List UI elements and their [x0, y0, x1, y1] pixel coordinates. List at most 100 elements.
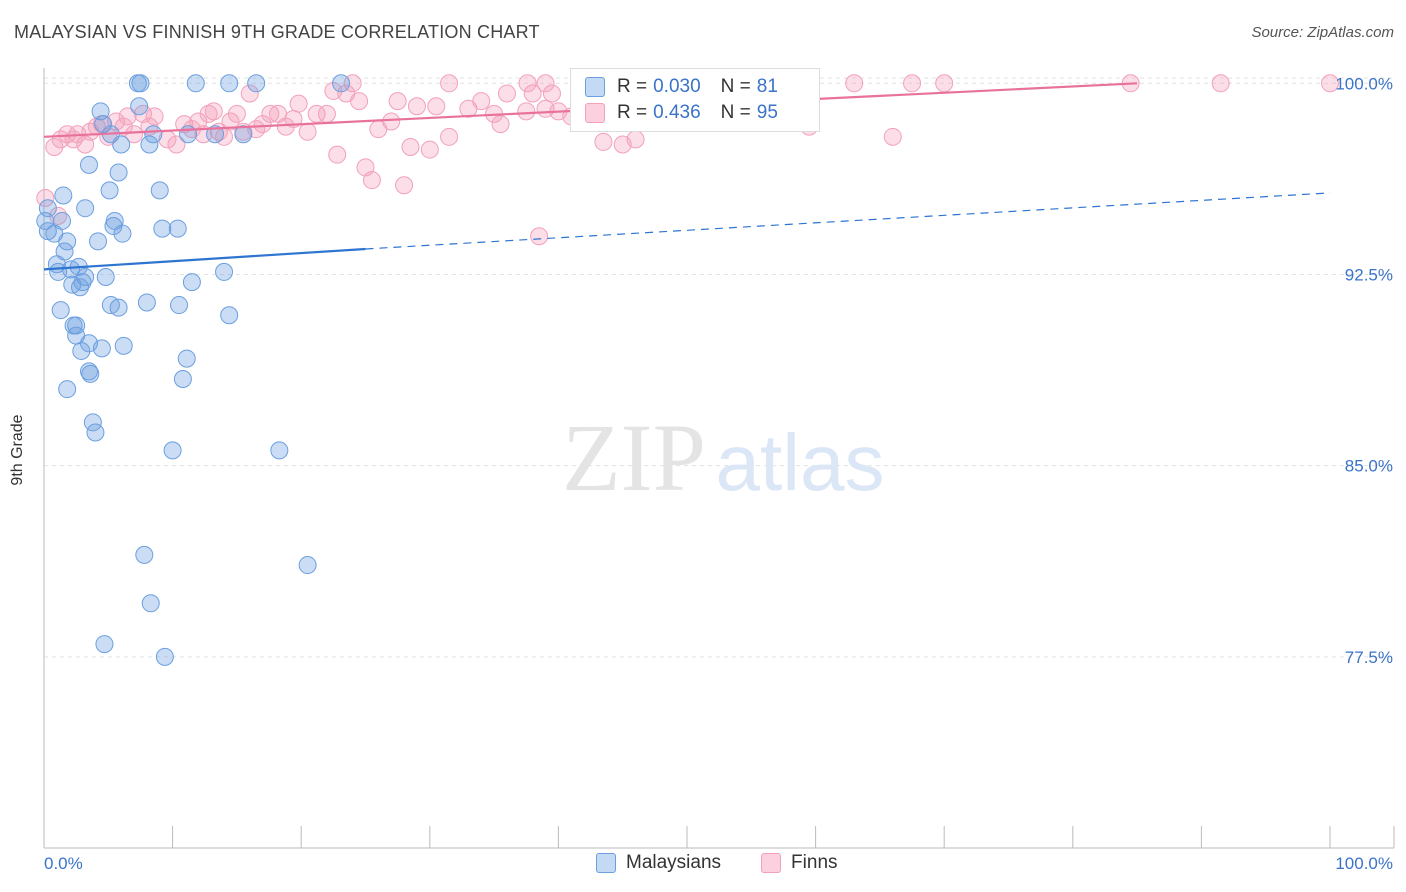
malaysians-point [220, 74, 239, 93]
legend-row-finns: R = 0.436 N = 95 [585, 100, 798, 126]
legend-row-malaysians: R = 0.030 N = 81 [585, 74, 798, 100]
malaysians-point [83, 413, 102, 432]
malaysians-point [168, 219, 187, 238]
malaysians-trend-line [43, 247, 366, 271]
finns-point [407, 97, 426, 116]
malaysians-point [89, 232, 108, 251]
malaysians-point [220, 306, 239, 325]
finns-point [227, 104, 246, 123]
finns-point [350, 92, 369, 111]
finns-point [845, 74, 864, 93]
malaysians-point [140, 135, 159, 154]
finns-point [530, 227, 549, 246]
malaysians-point [163, 441, 182, 460]
malaysians-swatch [596, 853, 616, 873]
malaysians-point [76, 199, 95, 218]
y-tick-label: 100.0% [1335, 74, 1393, 93]
malaysians-point [67, 316, 86, 335]
finns-point [497, 84, 516, 103]
malaysians-point [332, 74, 351, 93]
malaysians-point [215, 262, 234, 281]
malaysians-trend-extension [365, 192, 1331, 250]
watermark-atlas: atlas [716, 418, 885, 507]
malaysians-point [131, 74, 150, 93]
finns-point [298, 122, 317, 141]
finns-point [261, 104, 280, 123]
r-value: 0.436 [653, 102, 701, 123]
finns-point [118, 107, 137, 126]
series-legend: Malaysians Finns [596, 852, 878, 874]
legend-label: Malaysians [626, 852, 722, 873]
malaysians-point [179, 125, 198, 144]
r-label: R = [617, 76, 648, 97]
finns-point [388, 92, 407, 111]
finns-point [240, 84, 259, 103]
x-tick-label: 0.0% [44, 854, 83, 873]
malaysians-point [112, 135, 131, 154]
malaysians-point [86, 423, 105, 442]
n-value: 95 [756, 102, 778, 123]
malaysians-point [247, 74, 266, 93]
finns-point [518, 74, 537, 93]
y-tick-label: 77.5% [1345, 648, 1393, 667]
finns-point [401, 138, 420, 157]
axes [43, 68, 1395, 849]
watermark-zip: ZIP [562, 404, 706, 511]
legend-item-finns[interactable]: Finns [761, 852, 838, 874]
finns-point [440, 74, 459, 93]
watermark: ZIP atlas [562, 404, 884, 511]
malaysians-point [270, 441, 289, 460]
malaysians-point [71, 278, 90, 297]
finns-point [440, 127, 459, 146]
finns-point [362, 171, 381, 190]
malaysians-point [182, 273, 201, 292]
finns-point [935, 74, 954, 93]
finns-swatch [761, 853, 782, 873]
finns-point [276, 117, 295, 136]
malaysians-point [173, 369, 192, 388]
malaysians-point [150, 181, 169, 200]
finns-point [36, 189, 55, 207]
finns-point [536, 74, 555, 93]
finns-point [1321, 74, 1339, 93]
finns-point [204, 102, 223, 121]
finns-point [253, 115, 272, 134]
finns-point [289, 94, 308, 113]
n-label: N = [720, 102, 751, 123]
r-value: 0.030 [653, 76, 701, 97]
legend-item-malaysians[interactable]: Malaysians [596, 852, 721, 874]
malaysians-point [298, 556, 317, 575]
y-tick-label: 85.0% [1345, 457, 1393, 476]
finns-point [523, 84, 542, 103]
malaysians-point [177, 349, 196, 368]
x-tick-label: 100.0% [1335, 854, 1393, 873]
finns-point [45, 138, 64, 157]
correlation-legend: R = 0.030 N = 81 R = 0.436 N = 95 [570, 68, 820, 132]
malaysians-point [81, 364, 100, 383]
finns-point [420, 140, 439, 159]
finns-point [221, 112, 240, 131]
source-label: Source: ZipAtlas.com [1251, 24, 1394, 41]
malaysians-point [72, 341, 91, 360]
tick-labels: 100.0% 92.5% 85.0% 77.5% 0.0% 100.0% [44, 74, 1393, 873]
malaysians-point [104, 217, 123, 236]
r-label: R = [617, 102, 648, 123]
malaysians-point [80, 155, 99, 174]
malaysians-point [137, 293, 156, 312]
finns-point [903, 74, 922, 93]
malaysians-point [96, 268, 115, 287]
malaysians-point [109, 163, 128, 182]
malaysians-point [51, 301, 70, 320]
malaysians-point [100, 181, 119, 200]
chart-title: MALAYSIAN VS FINNISH 9TH GRADE CORRELATI… [14, 22, 540, 42]
malaysians-swatch [585, 77, 605, 97]
finns-point [472, 92, 491, 111]
malaysians-point [73, 273, 92, 292]
finns-point [328, 145, 347, 164]
y-tick-label: 92.5% [1345, 265, 1393, 284]
malaysians-point [234, 125, 253, 144]
n-value: 81 [756, 76, 778, 97]
finns-point [167, 135, 186, 154]
malaysians-point [58, 232, 77, 251]
